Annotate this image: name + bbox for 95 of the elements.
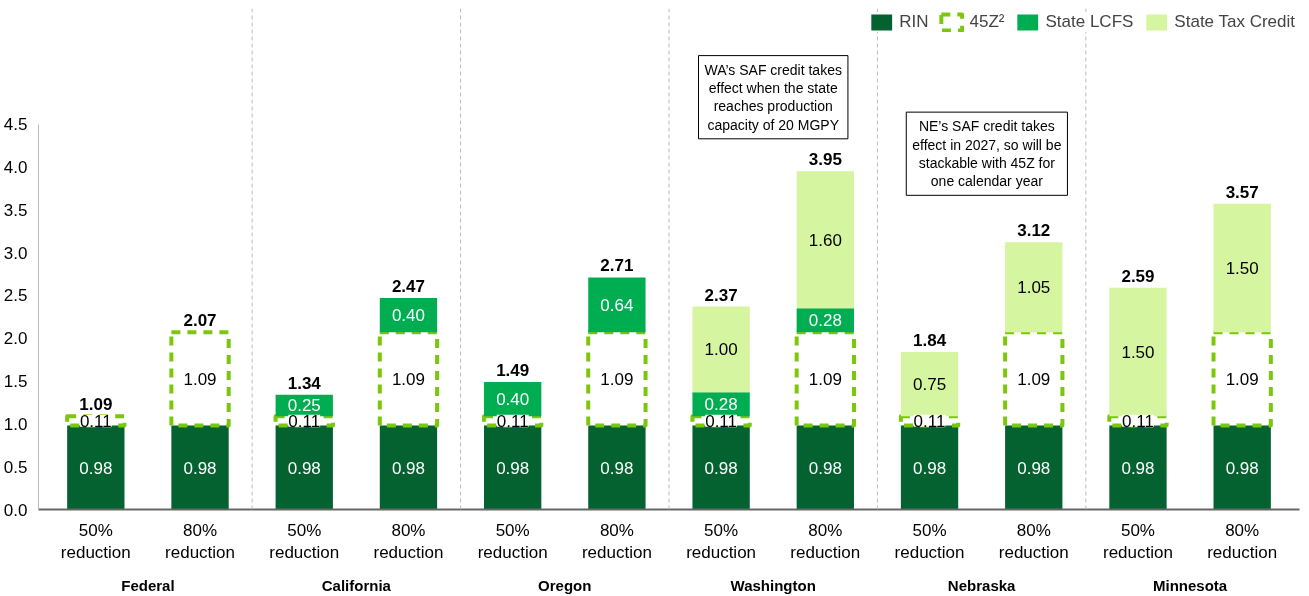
legend-label: State Tax Credit xyxy=(1174,12,1295,32)
annotation: WA’s SAF credit takes effect when the state reaches production capacity of 20 MGPY xyxy=(704,61,842,133)
text: Nebraska xyxy=(947,576,1017,594)
bar xyxy=(1213,203,1271,333)
data-label: 0.98 xyxy=(183,458,217,478)
total-label: 3.95 xyxy=(808,150,842,170)
y-tick-label: 2.5 xyxy=(3,286,28,306)
total-label: 2.59 xyxy=(1121,266,1155,286)
x-tick-label: 50% reduction xyxy=(477,520,548,563)
data-label: 0.98 xyxy=(391,458,426,478)
total-label: 3.57 xyxy=(1225,182,1259,202)
data-label: 1.09 xyxy=(600,369,634,389)
bar xyxy=(900,425,959,510)
x-tick-label: 50% reduction xyxy=(686,520,757,563)
bar xyxy=(275,425,333,510)
bar xyxy=(484,425,542,510)
data-label: 1.60 xyxy=(808,230,842,250)
data-label: 1.09 xyxy=(391,369,426,389)
data-label: 0.98 xyxy=(704,458,738,478)
y-tick-label: 2.0 xyxy=(3,329,28,349)
data-label: 1.05 xyxy=(1017,278,1051,298)
total-label: 2.47 xyxy=(391,276,426,296)
data-label: 0.98 xyxy=(1121,458,1155,478)
data-label: 0.98 xyxy=(1017,458,1051,478)
x-tick-label: 80% reduction xyxy=(1207,520,1278,563)
data-label: 1.50 xyxy=(1225,258,1259,278)
data-label: 1.00 xyxy=(704,340,738,360)
legend-label: RIN xyxy=(899,12,929,32)
y-tick-label: 0.0 xyxy=(3,500,28,520)
text: Federal xyxy=(121,576,175,594)
legend-label: 45Z² xyxy=(969,12,1005,32)
total-label: 1.49 xyxy=(496,360,530,380)
data-label: 1.09 xyxy=(1225,369,1259,389)
y-tick-label: 4.5 xyxy=(3,115,28,135)
total-label: 3.12 xyxy=(1017,221,1051,241)
x-tick-label: 50% reduction xyxy=(269,520,340,563)
bar xyxy=(1213,425,1271,510)
data-label: 0.11 xyxy=(496,411,529,431)
x-tick-label: 80% reduction xyxy=(373,520,444,563)
bar xyxy=(692,425,750,510)
x-tick-label: 50% reduction xyxy=(894,520,965,563)
data-label: 0.11 xyxy=(913,411,946,431)
y-tick-label: 4.0 xyxy=(3,157,28,177)
bar xyxy=(796,171,854,309)
annotation: NE’s SAF credit takes effect in 2027, so will be stackable with 45Z for one calendar year xyxy=(912,118,1062,190)
bar xyxy=(588,425,646,510)
total-label: 1.84 xyxy=(912,330,947,350)
data-label: 0.98 xyxy=(600,458,634,478)
bar xyxy=(796,425,854,510)
data-label: 1.09 xyxy=(808,369,842,389)
y-tick-label: 1.5 xyxy=(3,372,28,392)
y-tick-label: 0.5 xyxy=(3,457,28,477)
data-label: 0.28 xyxy=(808,311,842,331)
data-label: 1.09 xyxy=(1017,369,1051,389)
data-label: 0.64 xyxy=(600,295,634,315)
data-label: 0.11 xyxy=(1122,411,1154,431)
bar xyxy=(1109,287,1167,417)
total-label: 2.71 xyxy=(600,256,634,276)
y-tick-label: 3.5 xyxy=(3,200,28,220)
y-tick-label: 3.0 xyxy=(3,243,28,263)
y-tick-label: 1.0 xyxy=(3,414,28,434)
bar xyxy=(692,306,750,393)
text: Washington xyxy=(730,576,816,594)
total-label: 2.37 xyxy=(704,285,738,305)
data-label: 0.98 xyxy=(287,458,321,478)
text: Minnesota xyxy=(1152,576,1228,594)
data-label: 0.98 xyxy=(912,458,947,478)
x-tick-label: 80% reduction xyxy=(581,520,652,563)
bar xyxy=(1109,425,1167,510)
data-label: 1.09 xyxy=(183,369,217,389)
bar xyxy=(171,425,229,510)
x-tick-label: 80% reduction xyxy=(998,520,1069,563)
total-label: 2.07 xyxy=(183,311,217,331)
total-label: 1.34 xyxy=(287,373,322,393)
data-label: 0.98 xyxy=(496,458,530,478)
bar xyxy=(67,425,125,510)
bar xyxy=(379,425,438,510)
x-tick-label: 50% reduction xyxy=(1103,520,1173,563)
data-label: 0.98 xyxy=(808,458,842,478)
text: California xyxy=(321,576,392,594)
data-label: 0.40 xyxy=(496,390,530,410)
text: Oregon xyxy=(538,576,592,594)
bar xyxy=(900,351,959,417)
x-tick-label: 80% reduction xyxy=(790,520,861,563)
data-label: 0.75 xyxy=(912,375,947,395)
data-label: 0.98 xyxy=(79,458,113,478)
bar xyxy=(1005,242,1063,333)
x-tick-label: 80% reduction xyxy=(165,520,235,563)
x-tick-label: 50% reduction xyxy=(60,520,131,563)
legend-label: State LCFS xyxy=(1045,12,1134,32)
data-label: 0.40 xyxy=(391,306,426,326)
data-label: 1.50 xyxy=(1121,342,1155,362)
bar xyxy=(588,277,646,333)
bar xyxy=(1005,425,1063,510)
data-label: 0.98 xyxy=(1225,458,1259,478)
